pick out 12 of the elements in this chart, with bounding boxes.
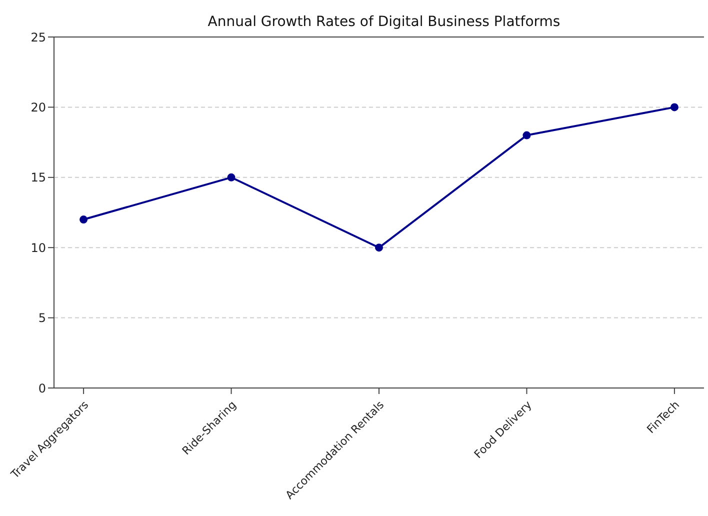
point bbox=[80, 216, 88, 224]
y-tick-label: 15 bbox=[30, 170, 46, 185]
y-tick-label: 25 bbox=[30, 30, 46, 44]
point bbox=[227, 173, 236, 182]
point bbox=[375, 244, 383, 252]
y-tick-label: 20 bbox=[30, 100, 46, 114]
point bbox=[522, 131, 531, 140]
y-tick-label: 5 bbox=[38, 311, 46, 326]
y-tick-label: 0 bbox=[38, 381, 46, 396]
point bbox=[670, 103, 678, 112]
y-tick-label: 10 bbox=[30, 240, 46, 255]
chart-title: Annual Growth Rates of Digital Business Platforms bbox=[208, 14, 560, 30]
